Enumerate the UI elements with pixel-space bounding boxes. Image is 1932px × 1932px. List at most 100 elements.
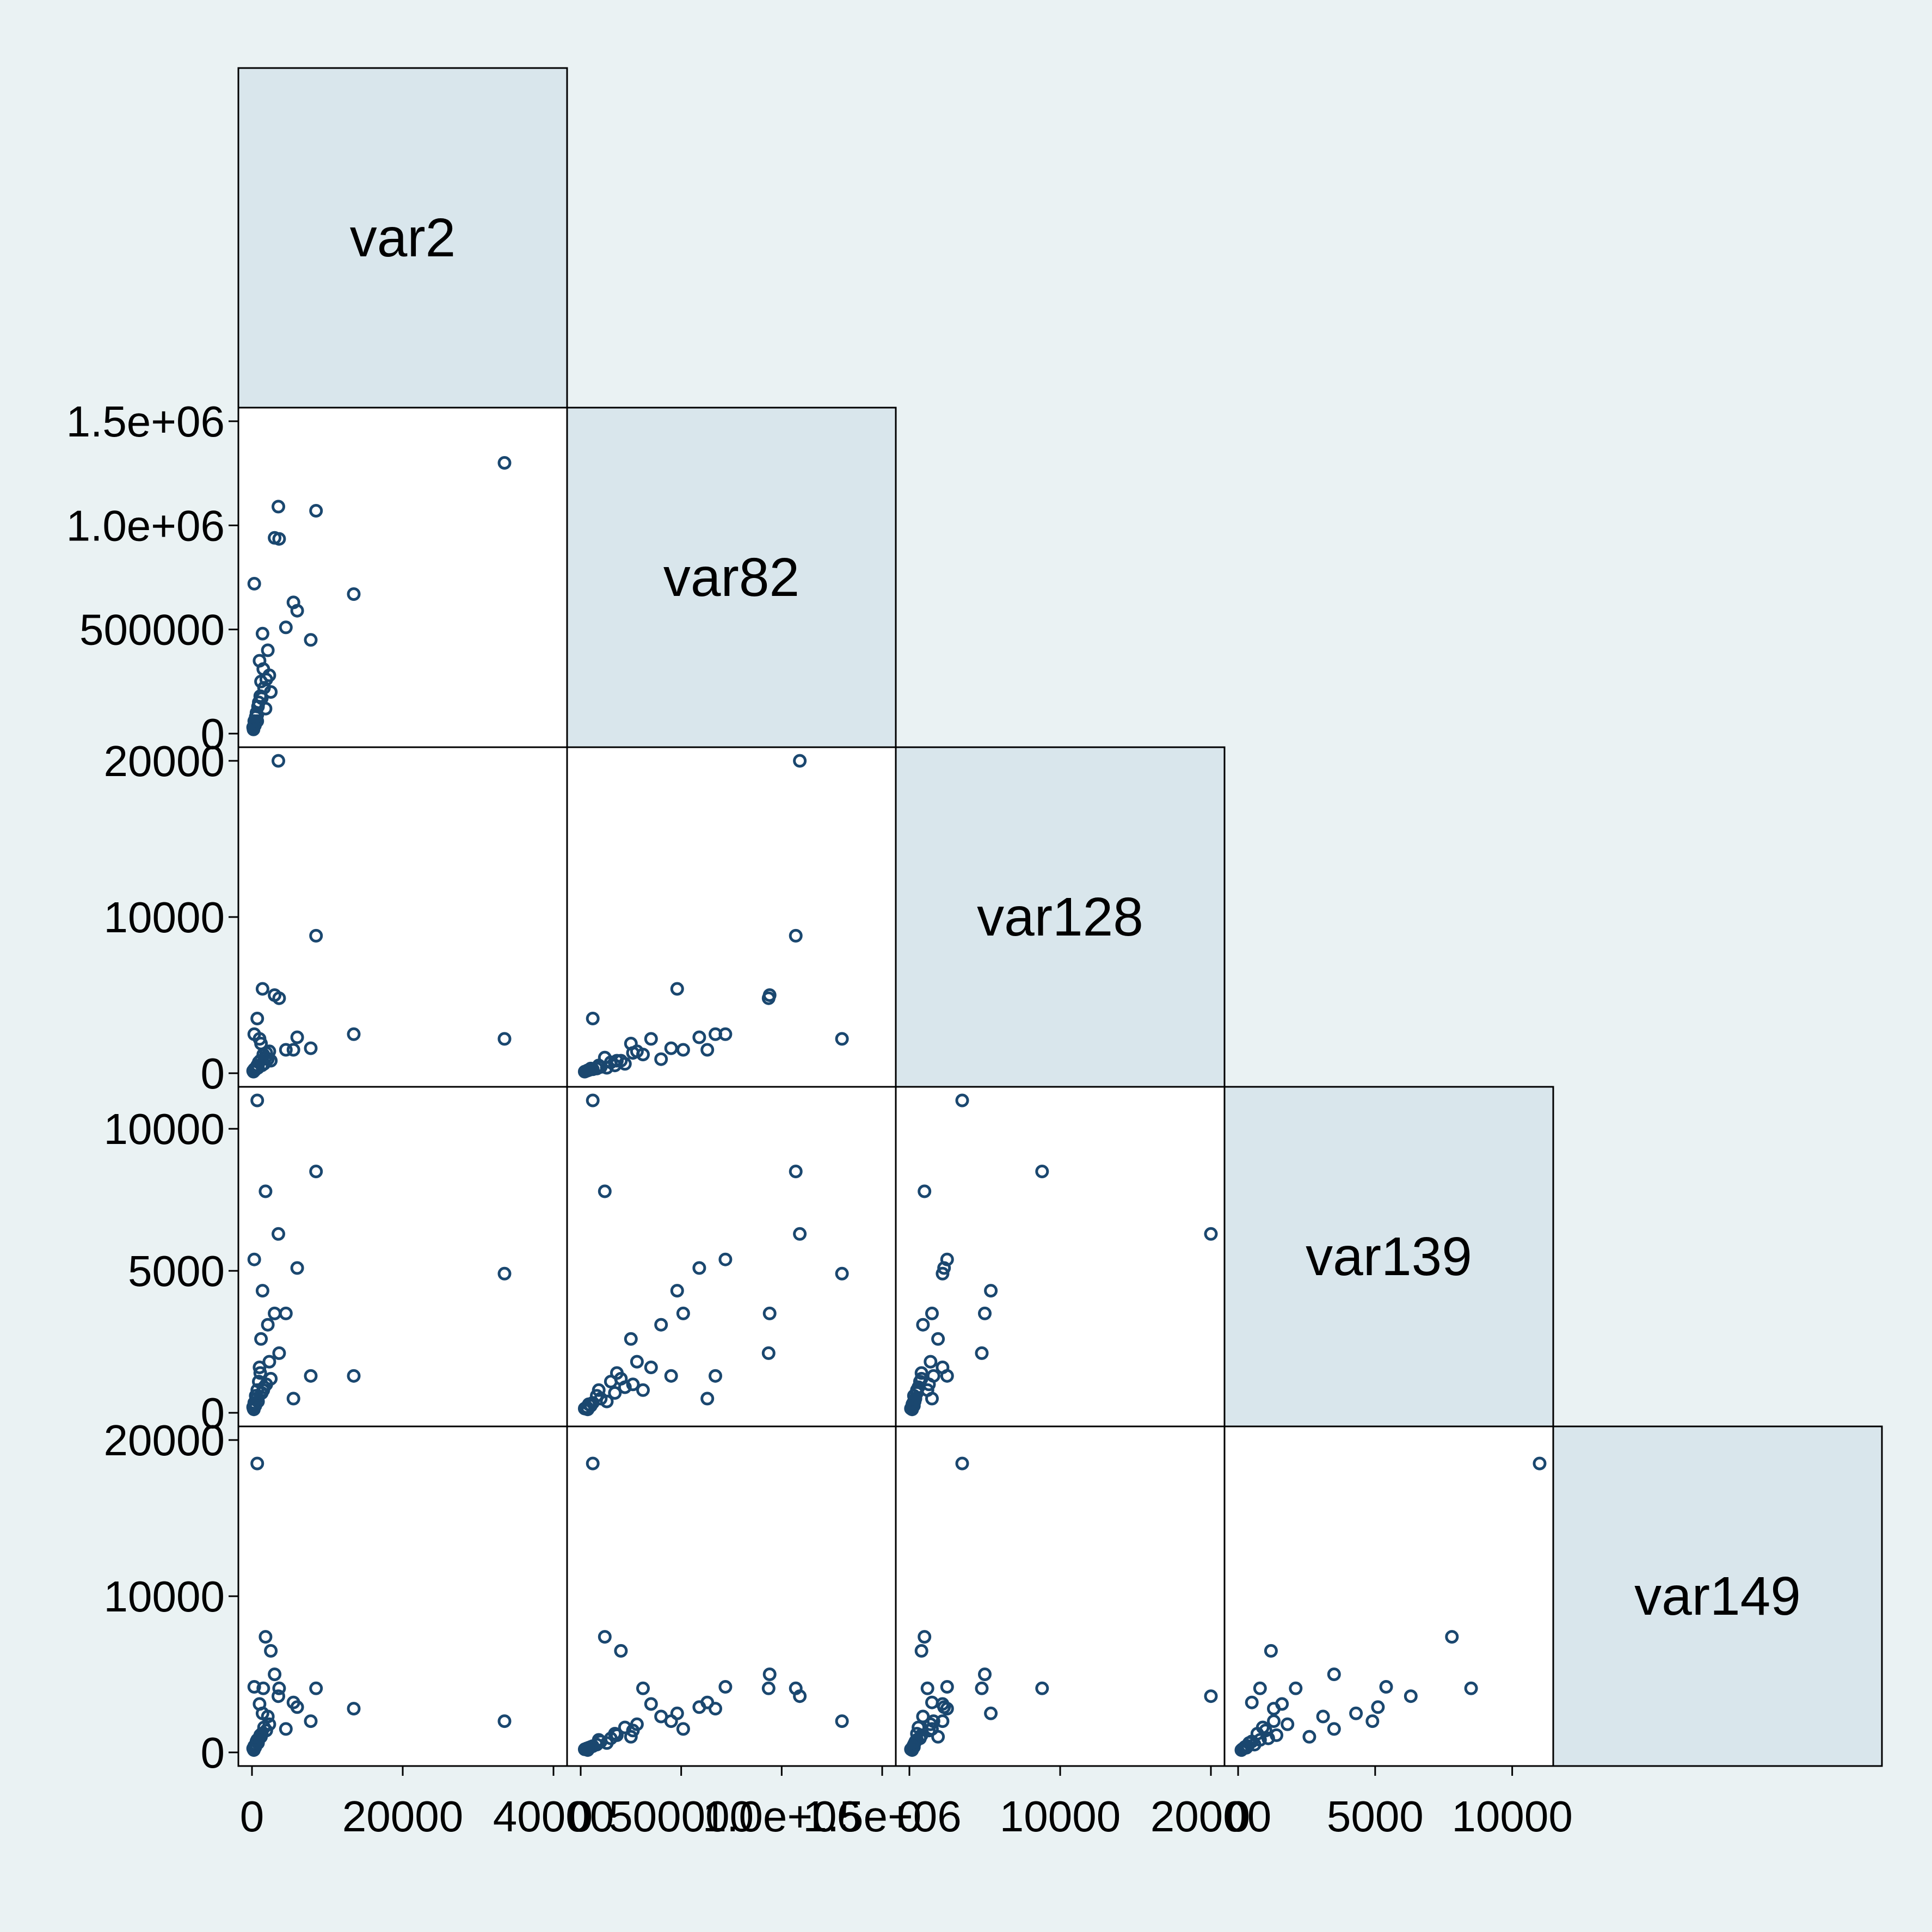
- data-point: [272, 1689, 285, 1703]
- data-point: [279, 620, 293, 635]
- data-point: [654, 1709, 668, 1724]
- data-point: [247, 1743, 261, 1757]
- data-point: [253, 1361, 267, 1374]
- data-point: [304, 1041, 318, 1055]
- data-point: [955, 1456, 969, 1470]
- data-point: [290, 1261, 304, 1275]
- data-point: [835, 1266, 849, 1281]
- data-point: [718, 1252, 733, 1266]
- data-point: [761, 991, 776, 1005]
- data-point: [636, 1681, 650, 1695]
- y-tick-label-var128: 20000: [104, 737, 225, 785]
- x-tick-label-var82: 1.5e+06: [803, 1792, 961, 1841]
- data-point: [255, 626, 269, 641]
- data-point: [1204, 1689, 1218, 1703]
- x-tick-label-var82: 1.0e+06: [703, 1792, 861, 1841]
- data-point: [700, 1043, 715, 1057]
- data-point: [581, 1743, 595, 1757]
- data-point: [598, 1184, 612, 1198]
- data-point: [761, 1346, 776, 1360]
- data-point: [347, 1027, 361, 1041]
- x-tick-label-var2: 40000: [493, 1792, 614, 1841]
- data-point: [618, 1720, 632, 1734]
- data-point: [608, 1386, 622, 1400]
- diagonal-label-var2: var2: [350, 207, 456, 268]
- data-point: [290, 1700, 304, 1714]
- data-point: [1267, 1714, 1281, 1728]
- data-point: [272, 1346, 286, 1360]
- scatter-points-var82-vs-var2: [246, 456, 512, 736]
- diagonal-cell-var128: [895, 746, 1226, 1088]
- data-point: [914, 1644, 928, 1658]
- data-point: [918, 1184, 932, 1198]
- data-point: [761, 1681, 776, 1695]
- data-point: [762, 1306, 777, 1320]
- data-point: [1289, 1681, 1303, 1695]
- x-tick-label-var128: 10000: [1000, 1792, 1121, 1841]
- data-point: [600, 1394, 614, 1408]
- data-point: [644, 1697, 658, 1711]
- data-point: [259, 1724, 273, 1738]
- scatter-cell-var149-vs-var82: [566, 1425, 897, 1767]
- data-point: [1533, 1456, 1547, 1470]
- data-point: [290, 1030, 304, 1044]
- data-point: [692, 1030, 706, 1044]
- data-point: [253, 1366, 267, 1380]
- data-point: [261, 643, 275, 657]
- data-point: [936, 1697, 950, 1711]
- y-tick-label-var128: 0: [201, 1049, 225, 1098]
- data-point: [347, 1369, 361, 1383]
- data-point: [664, 1369, 678, 1383]
- data-point: [247, 1252, 261, 1266]
- scatter-cell-var149-vs-var2: [237, 1425, 568, 1767]
- data-point: [936, 1266, 950, 1281]
- x-tick-label-var82: 0: [569, 1792, 593, 1841]
- data-point: [254, 1332, 268, 1346]
- data-point: [279, 1043, 293, 1057]
- data-point: [670, 982, 684, 996]
- data-point: [914, 1366, 928, 1380]
- scatter-points-var149-vs-var82: [577, 1456, 849, 1757]
- data-point: [793, 754, 807, 768]
- data-point: [253, 654, 267, 668]
- x-tick-label-var139: 5000: [1327, 1792, 1424, 1841]
- data-point: [936, 1714, 950, 1728]
- data-point: [1245, 1695, 1259, 1709]
- scatter-cell-var149-vs-var128: [895, 1425, 1226, 1767]
- scatter-cell-var128-vs-var82: [566, 746, 897, 1088]
- y-tick-label-var139: 5000: [128, 1247, 225, 1295]
- diagonal-label-var128: var128: [977, 887, 1143, 947]
- data-point: [264, 1644, 278, 1658]
- data-point: [955, 1093, 969, 1107]
- data-point: [255, 1284, 269, 1298]
- data-point: [1404, 1689, 1418, 1703]
- data-point: [626, 1377, 640, 1392]
- diagonal-label-var82: var82: [663, 547, 799, 608]
- data-point: [1327, 1722, 1341, 1736]
- data-point: [636, 1383, 650, 1397]
- data-point: [905, 1402, 919, 1417]
- data-point: [272, 1681, 286, 1695]
- y-tick-label-var139: 10000: [104, 1105, 225, 1153]
- diagonal-cell-var139: [1223, 1086, 1554, 1428]
- data-point: [309, 504, 323, 518]
- data-point: [598, 1630, 612, 1644]
- data-point: [676, 1722, 690, 1736]
- data-point: [497, 1032, 512, 1046]
- data-point: [586, 1456, 600, 1470]
- data-point: [247, 577, 261, 590]
- data-point: [247, 719, 261, 734]
- data-point: [581, 1402, 595, 1417]
- data-point: [592, 1059, 606, 1073]
- x-tick-label-var2: 20000: [342, 1792, 463, 1841]
- data-point: [600, 1061, 614, 1075]
- y-tick-label-var128: 10000: [104, 893, 225, 942]
- scatter-cell-var128-vs-var2: [237, 746, 568, 1088]
- scatter-points-var128-vs-var82: [577, 754, 849, 1079]
- data-point: [718, 1027, 733, 1041]
- data-point: [1365, 1714, 1380, 1728]
- data-point: [610, 1366, 624, 1380]
- data-point: [670, 1284, 684, 1298]
- data-point: [286, 1043, 300, 1057]
